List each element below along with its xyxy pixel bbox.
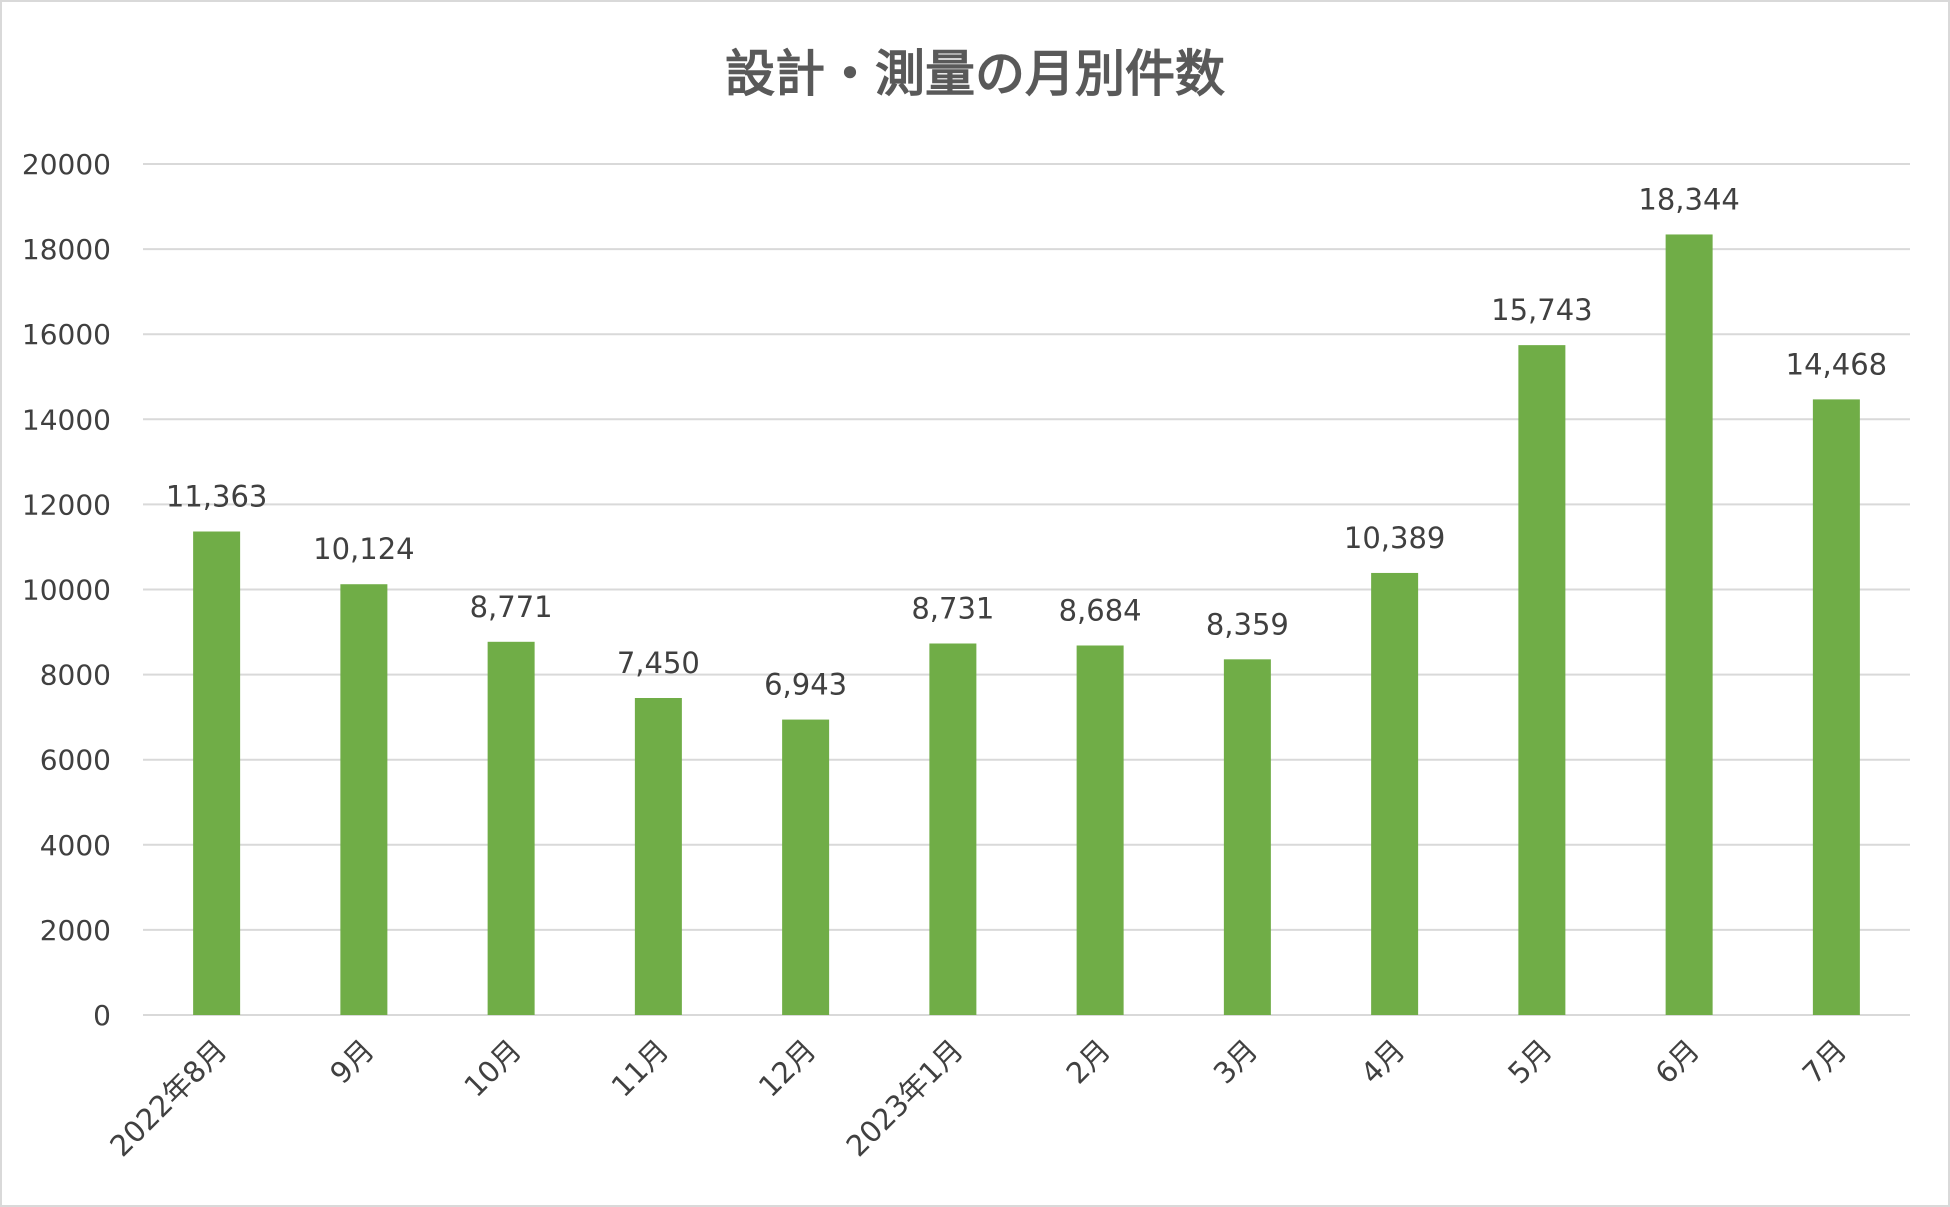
x-category-label: 2月 bbox=[1059, 1033, 1117, 1091]
x-axis-categories: 2022年8月 9月 10月 11月 12月 2023年1月 2月 3月 4月 5月 6月 7月 bbox=[103, 1033, 1853, 1163]
x-category-label: 5月 bbox=[1501, 1033, 1559, 1091]
bar-2 bbox=[340, 584, 388, 1015]
bar-1 bbox=[193, 531, 241, 1015]
y-tick-label: 18000 bbox=[22, 233, 111, 266]
x-category-label: 12月 bbox=[752, 1033, 823, 1104]
data-label: 6,943 bbox=[764, 668, 847, 702]
data-label: 8,731 bbox=[911, 591, 994, 625]
data-label: 7,450 bbox=[617, 646, 700, 680]
data-labels: 11,363 10,124 8,771 7,450 6,943 8,731 8,684 8,3… bbox=[166, 182, 1887, 701]
data-label: 14,468 bbox=[1786, 347, 1887, 381]
y-tick-label: 6000 bbox=[40, 744, 111, 777]
y-tick-label: 8000 bbox=[40, 659, 111, 692]
x-category-label: 9月 bbox=[323, 1033, 381, 1091]
data-label: 15,743 bbox=[1491, 293, 1592, 327]
bar-11 bbox=[1665, 234, 1713, 1016]
y-tick-label: 10000 bbox=[22, 574, 111, 607]
data-label: 11,363 bbox=[166, 480, 267, 514]
y-axis-ticks: 0 2000 4000 6000 8000 10000 12000 14000 16000 180… bbox=[22, 148, 111, 1032]
x-category-label: 6月 bbox=[1648, 1033, 1706, 1091]
bar-9 bbox=[1371, 572, 1419, 1015]
data-label: 8,771 bbox=[470, 590, 553, 624]
bar-10 bbox=[1518, 345, 1566, 1015]
x-category-label: 2022年8月 bbox=[103, 1033, 233, 1163]
x-category-label: 3月 bbox=[1207, 1033, 1265, 1091]
bar-7 bbox=[1076, 645, 1124, 1015]
bars bbox=[193, 234, 1860, 1016]
y-tick-label: 0 bbox=[93, 999, 111, 1032]
gridlines bbox=[143, 163, 1910, 1016]
y-tick-label: 12000 bbox=[22, 488, 111, 521]
data-label: 10,124 bbox=[313, 532, 414, 566]
bar-3 bbox=[487, 641, 535, 1015]
bar-6 bbox=[929, 643, 977, 1015]
data-label: 18,344 bbox=[1638, 182, 1739, 216]
bar-12 bbox=[1812, 399, 1860, 1015]
chart-title: 設計・測量の月別件数 bbox=[725, 45, 1225, 103]
bar-4 bbox=[634, 698, 682, 1015]
x-category-label: 2023年1月 bbox=[840, 1033, 970, 1163]
y-tick-label: 4000 bbox=[40, 829, 111, 862]
data-label: 8,359 bbox=[1206, 607, 1289, 641]
x-category-label: 4月 bbox=[1354, 1033, 1412, 1091]
bar-5 bbox=[782, 719, 830, 1015]
x-category-label: 10月 bbox=[457, 1033, 528, 1104]
y-tick-label: 2000 bbox=[40, 914, 111, 947]
y-tick-label: 20000 bbox=[22, 148, 111, 181]
x-category-label: 11月 bbox=[605, 1033, 676, 1104]
data-label: 10,389 bbox=[1344, 521, 1445, 555]
x-category-label: 7月 bbox=[1796, 1033, 1854, 1091]
y-tick-label: 16000 bbox=[22, 318, 111, 351]
bar-8 bbox=[1223, 659, 1271, 1015]
data-label: 8,684 bbox=[1059, 593, 1142, 627]
y-tick-label: 14000 bbox=[22, 403, 111, 436]
